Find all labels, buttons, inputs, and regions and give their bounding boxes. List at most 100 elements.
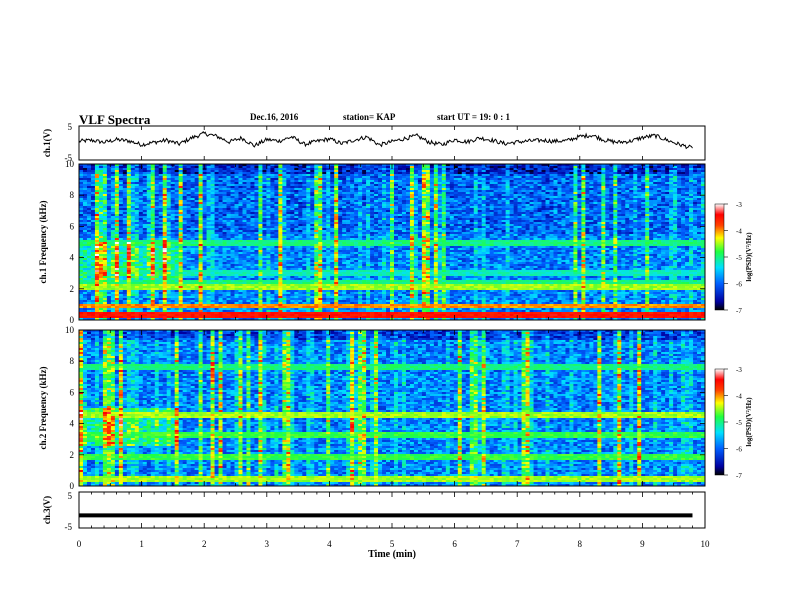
spectrogram-cell xyxy=(510,208,514,210)
spectrogram-cell xyxy=(95,190,99,192)
spectrogram-cell xyxy=(514,182,518,184)
spectrogram-cell xyxy=(298,166,302,168)
spectrogram-cell xyxy=(346,178,350,180)
spectrogram-cell xyxy=(330,166,334,168)
spectrogram-cell xyxy=(518,204,522,206)
spectrogram-cell xyxy=(294,168,298,170)
spectrogram-cell xyxy=(685,190,689,192)
spectrogram-cell xyxy=(398,226,402,228)
spectrogram-cell xyxy=(398,188,402,190)
spectrogram-cell xyxy=(103,190,107,192)
spectrogram-cell xyxy=(231,172,235,174)
spectrogram-cell xyxy=(159,198,163,200)
spectrogram-cell xyxy=(458,184,462,186)
spectrogram-cell xyxy=(155,216,159,218)
spectrogram-cell xyxy=(123,210,127,212)
spectrogram-cell xyxy=(542,170,546,172)
spectrogram-cell xyxy=(645,224,649,226)
spectrogram-cell xyxy=(510,186,514,188)
spectrogram-cell xyxy=(334,190,338,192)
spectrogram-cell xyxy=(466,190,470,192)
spectrogram-cell xyxy=(386,212,390,214)
spectrogram-cell xyxy=(131,172,135,174)
spectrogram-cell xyxy=(482,200,486,202)
spectrogram-cell xyxy=(561,206,565,208)
spectrogram-cell xyxy=(95,196,99,198)
spectrogram-cell xyxy=(418,170,422,172)
spectrogram-cell xyxy=(530,198,534,200)
spectrogram-cell xyxy=(621,176,625,178)
spectrogram-cell xyxy=(585,224,589,226)
spectrogram-cell xyxy=(418,216,422,218)
spectrogram-cell xyxy=(661,170,665,172)
spectrogram-cell xyxy=(99,184,103,186)
spectrogram-cell xyxy=(494,182,498,184)
spectrogram-cell xyxy=(238,210,242,212)
spectrogram-cell xyxy=(697,224,701,226)
spectrogram-cell xyxy=(171,168,175,170)
spectrogram-cell xyxy=(211,210,215,212)
spectrogram-cell xyxy=(91,180,95,182)
spectrogram-cell xyxy=(143,182,147,184)
spectrogram-cell xyxy=(565,216,569,218)
spectrogram-cell xyxy=(689,178,693,180)
spectrogram-cell xyxy=(693,216,697,218)
spectrogram-cell xyxy=(250,208,254,210)
spectrogram-cell xyxy=(147,170,151,172)
spectrogram-cell xyxy=(550,200,554,202)
spectrogram-cell xyxy=(370,204,374,206)
spectrogram-cell xyxy=(107,208,111,210)
spectrogram-cell xyxy=(609,188,613,190)
spectrogram-cell xyxy=(458,198,462,200)
spectrogram-cell xyxy=(354,222,358,224)
spectrogram-cell xyxy=(334,200,338,202)
spectrogram-cell xyxy=(402,200,406,202)
spectrogram-cell xyxy=(79,206,83,208)
spectrogram-cell xyxy=(322,178,326,180)
spectrogram-cell xyxy=(430,166,434,168)
spectrogram-cell xyxy=(601,182,605,184)
spectrogram-cell xyxy=(641,194,645,196)
spectrogram-cell xyxy=(673,196,677,198)
spectrogram-cell xyxy=(358,186,362,188)
spectrogram-cell xyxy=(167,186,171,188)
spectrogram-cell xyxy=(91,198,95,200)
spectrogram-cell xyxy=(338,212,342,214)
spectrogram-cell xyxy=(685,200,689,202)
spectrogram-cell xyxy=(657,212,661,214)
spectrogram-cell xyxy=(573,170,577,172)
spectrogram-cell xyxy=(637,174,641,176)
spectrogram-cell xyxy=(354,218,358,220)
spectrogram-cell xyxy=(143,220,147,222)
spectrogram-cell xyxy=(398,192,402,194)
spectrogram-cell xyxy=(697,196,701,198)
spectrogram-cell xyxy=(434,226,438,228)
spectrogram-cell xyxy=(175,196,179,198)
spectrogram-cell xyxy=(577,222,581,224)
spectrogram-cell xyxy=(534,174,538,176)
spectrogram-cell xyxy=(103,206,107,208)
spectrogram-cell xyxy=(306,170,310,172)
spectrogram-cell xyxy=(685,192,689,194)
spectrogram-cell xyxy=(322,226,326,228)
spectrogram-cell xyxy=(314,184,318,186)
spectrogram-cell xyxy=(581,178,585,180)
spectrogram-cell xyxy=(386,172,390,174)
spectrogram-cell xyxy=(422,172,426,174)
spectrogram-cell xyxy=(629,224,633,226)
spectrogram-cell xyxy=(207,190,211,192)
spectrogram-cell xyxy=(454,198,458,200)
spectrogram-cell xyxy=(633,216,637,218)
spectrogram-cell xyxy=(581,182,585,184)
spectrogram-cell xyxy=(573,218,577,220)
spectrogram-cell xyxy=(581,198,585,200)
spectrogram-cell xyxy=(553,172,557,174)
spectrogram-cell xyxy=(621,218,625,220)
spectrogram-cell xyxy=(215,176,219,178)
spectrogram-cell xyxy=(446,226,450,228)
spectrogram-cell xyxy=(390,220,394,222)
spectrogram-cell xyxy=(402,182,406,184)
spectrogram-cell xyxy=(538,220,542,222)
spectrogram-cell xyxy=(250,168,254,170)
spectrogram-cell xyxy=(410,176,414,178)
